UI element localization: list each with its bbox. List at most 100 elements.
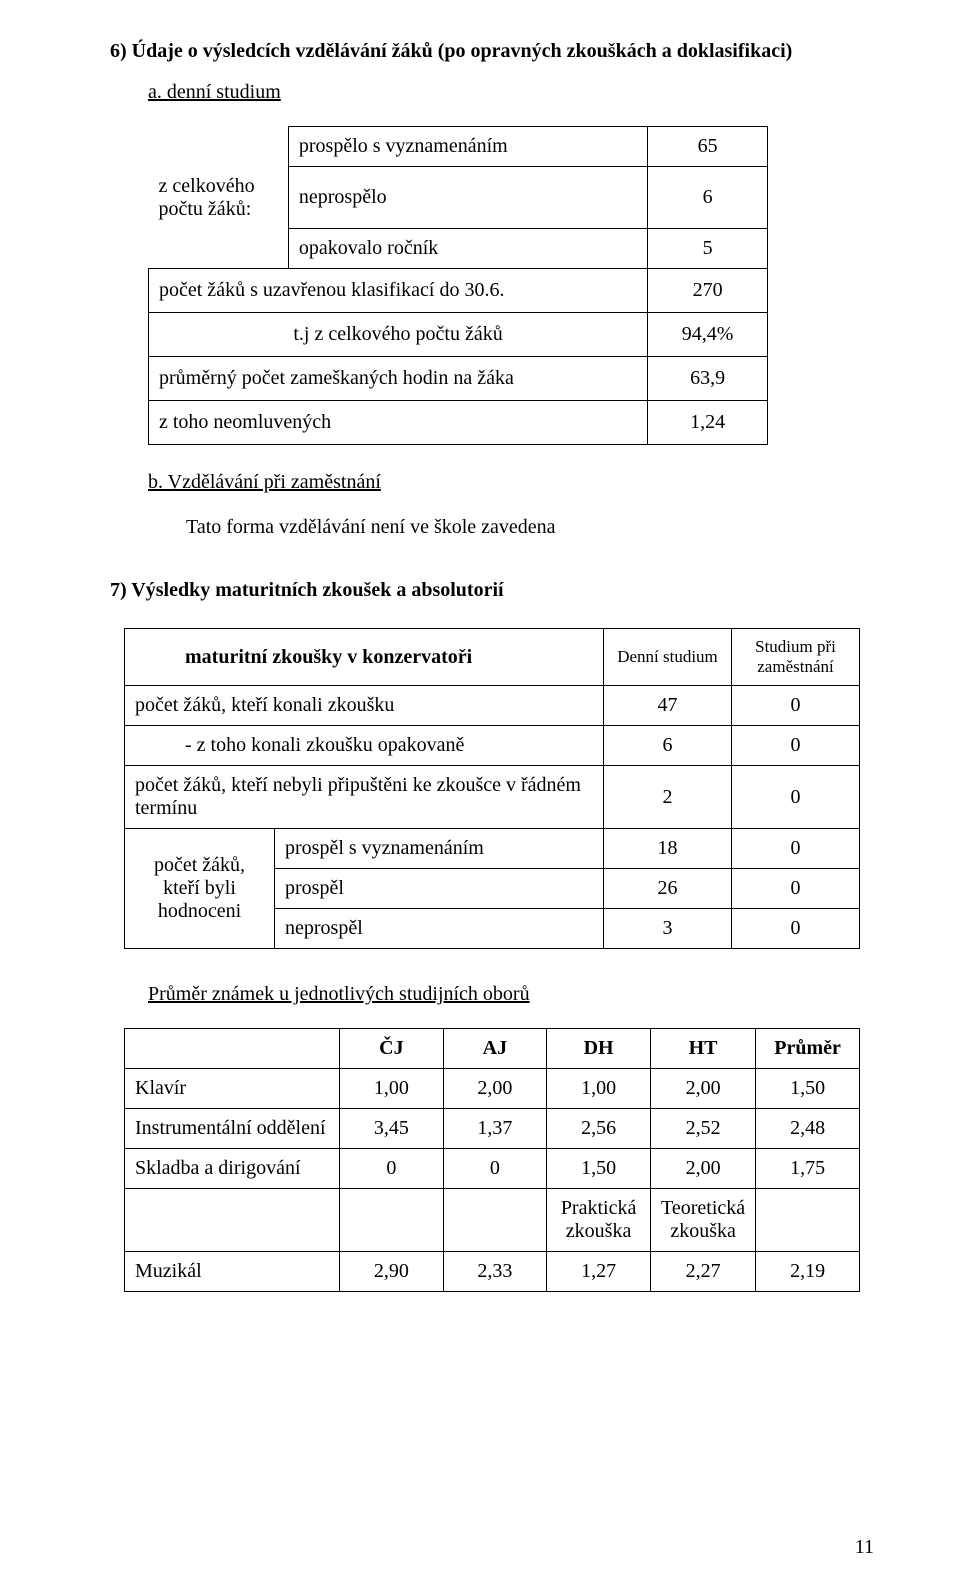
cell-value: 0 (732, 766, 860, 829)
table-row: počet žáků, kteří konali zkoušku 47 0 (125, 686, 860, 726)
cell-value: 0 (732, 686, 860, 726)
cell-value: 1,50 (756, 1069, 860, 1109)
cell-value: 63,9 (648, 357, 768, 401)
section-6b-text: Tato forma vzdělávání není ve škole zave… (110, 516, 870, 539)
cell-value: 0 (732, 909, 860, 949)
cell-value: 2,19 (756, 1252, 860, 1292)
section-6a-title: a. denní studium (110, 81, 870, 104)
cell-value: 2,00 (443, 1069, 546, 1109)
col-header: Průměr (756, 1029, 860, 1069)
header-col1: Denní studium (604, 629, 732, 686)
cell-label: prospělo s vyznamenáním (288, 127, 647, 167)
table-subheader-row: Praktická zkouška Teoretická zkouška (125, 1189, 860, 1252)
cell-value: 2,48 (756, 1109, 860, 1149)
table-6a: prospělo s vyznamenáním 65 z celkového p… (148, 126, 768, 445)
table-row: Muzikál 2,90 2,33 1,27 2,27 2,19 (125, 1252, 860, 1292)
cell-label: počet žáků, kteří nebyli připuštěni ke z… (125, 766, 604, 829)
cell-value: 94,4% (648, 313, 768, 357)
page-number: 11 (855, 1536, 874, 1559)
cell-label: z toho neomluvených (149, 401, 648, 445)
table-row: prospělo s vyznamenáním 65 (149, 127, 768, 167)
table-row: z celkového počtu žáků: neprospělo 6 (149, 167, 768, 229)
cell-value: 0 (732, 726, 860, 766)
cell-value: 2,52 (651, 1109, 756, 1149)
cell-value: 2,90 (340, 1252, 443, 1292)
cell-value: 1,24 (648, 401, 768, 445)
table-row: Klavír 1,00 2,00 1,00 2,00 1,50 (125, 1069, 860, 1109)
table-7-maturitni: maturitní zkoušky v konzervatoři Denní s… (124, 628, 860, 949)
col-header: DH (547, 1029, 651, 1069)
cell-value: 1,27 (547, 1252, 651, 1292)
cell-value: 2,00 (651, 1149, 756, 1189)
cell-label: prospěl s vyznamenáním (275, 829, 604, 869)
table-row: počet žáků, kteří byli hodnoceni prospěl… (125, 829, 860, 869)
avg-title: Průměr známek u jednotlivých studijních … (110, 983, 870, 1006)
row-name: Instrumentální oddělení (125, 1109, 340, 1149)
cell-value: 1,37 (443, 1109, 546, 1149)
cell-value: 65 (648, 127, 768, 167)
section-6b-title: b. Vzdělávání při zaměstnání (110, 471, 870, 494)
table-row: Instrumentální oddělení 3,45 1,37 2,56 2… (125, 1109, 860, 1149)
cell-value: 1,50 (547, 1149, 651, 1189)
cell-value: 47 (604, 686, 732, 726)
cell-value: 0 (732, 869, 860, 909)
table-row: průměrný počet zameškaných hodin na žáka… (149, 357, 768, 401)
table-row: z toho neomluvených 1,24 (149, 401, 768, 445)
table-header-row: ČJ AJ DH HT Průměr (125, 1029, 860, 1069)
col-header: ČJ (340, 1029, 443, 1069)
cell-value: 2 (604, 766, 732, 829)
cell-label: opakovalo ročník (288, 229, 647, 269)
cell-value: 2,56 (547, 1109, 651, 1149)
cell-value: 0 (732, 829, 860, 869)
table-header-row: maturitní zkoušky v konzervatoři Denní s… (125, 629, 860, 686)
cell-value: 0 (340, 1149, 443, 1189)
cell-value: 26 (604, 869, 732, 909)
cell-value: 3,45 (340, 1109, 443, 1149)
rowspan-label: počet žáků, kteří byli hodnoceni (125, 829, 275, 949)
table-row: počet žáků s uzavřenou klasifikací do 30… (149, 269, 768, 313)
cell-label: - z toho konali zkoušku opakovaně (125, 726, 604, 766)
cell-value: 1,75 (756, 1149, 860, 1189)
table-row: Skladba a dirigování 0 0 1,50 2,00 1,75 (125, 1149, 860, 1189)
rowspan-label: z celkového počtu žáků: (149, 167, 289, 229)
col-header: AJ (443, 1029, 546, 1069)
cell-value: 270 (648, 269, 768, 313)
sub-col (756, 1189, 860, 1252)
table-row: opakovalo ročník 5 (149, 229, 768, 269)
col-header: HT (651, 1029, 756, 1069)
table-row: t.j z celkového počtu žáků 94,4% (149, 313, 768, 357)
cell-value: 18 (604, 829, 732, 869)
cell-value: 0 (443, 1149, 546, 1189)
cell-value: 2,00 (651, 1069, 756, 1109)
cell-label: počet žáků s uzavřenou klasifikací do 30… (149, 269, 648, 313)
row-name: Klavír (125, 1069, 340, 1109)
cell-value: 5 (648, 229, 768, 269)
sub-col (340, 1189, 443, 1252)
cell-value: 6 (648, 167, 768, 229)
cell-label: neprospělo (288, 167, 647, 229)
cell-value: 6 (604, 726, 732, 766)
cell-label: t.j z celkového počtu žáků (149, 313, 648, 357)
cell-label: průměrný počet zameškaných hodin na žáka (149, 357, 648, 401)
table-7-averages: ČJ AJ DH HT Průměr Klavír 1,00 2,00 1,00… (124, 1028, 860, 1292)
page: 6) Údaje o výsledcích vzdělávání žáků (p… (0, 0, 960, 1583)
cell-value: 3 (604, 909, 732, 949)
cell-label: prospěl (275, 869, 604, 909)
cell-value: 1,00 (340, 1069, 443, 1109)
table-row: počet žáků, kteří nebyli připuštěni ke z… (125, 766, 860, 829)
header-col2: Studium při zaměstnání (732, 629, 860, 686)
cell-value: 1,00 (547, 1069, 651, 1109)
table-row: - z toho konali zkoušku opakovaně 6 0 (125, 726, 860, 766)
cell-label: neprospěl (275, 909, 604, 949)
section-6-title: 6) Údaje o výsledcích vzdělávání žáků (p… (110, 40, 870, 63)
cell-label: počet žáků, kteří konali zkoušku (125, 686, 604, 726)
cell-value: 2,27 (651, 1252, 756, 1292)
sub-col: Teoretická zkouška (651, 1189, 756, 1252)
sub-col (443, 1189, 546, 1252)
sub-col: Praktická zkouška (547, 1189, 651, 1252)
row-name: Muzikál (125, 1252, 340, 1292)
section-7-title: 7) Výsledky maturitních zkoušek a absolu… (110, 579, 870, 602)
cell-value: 2,33 (443, 1252, 546, 1292)
row-name: Skladba a dirigování (125, 1149, 340, 1189)
header-main: maturitní zkoušky v konzervatoři (125, 629, 604, 686)
